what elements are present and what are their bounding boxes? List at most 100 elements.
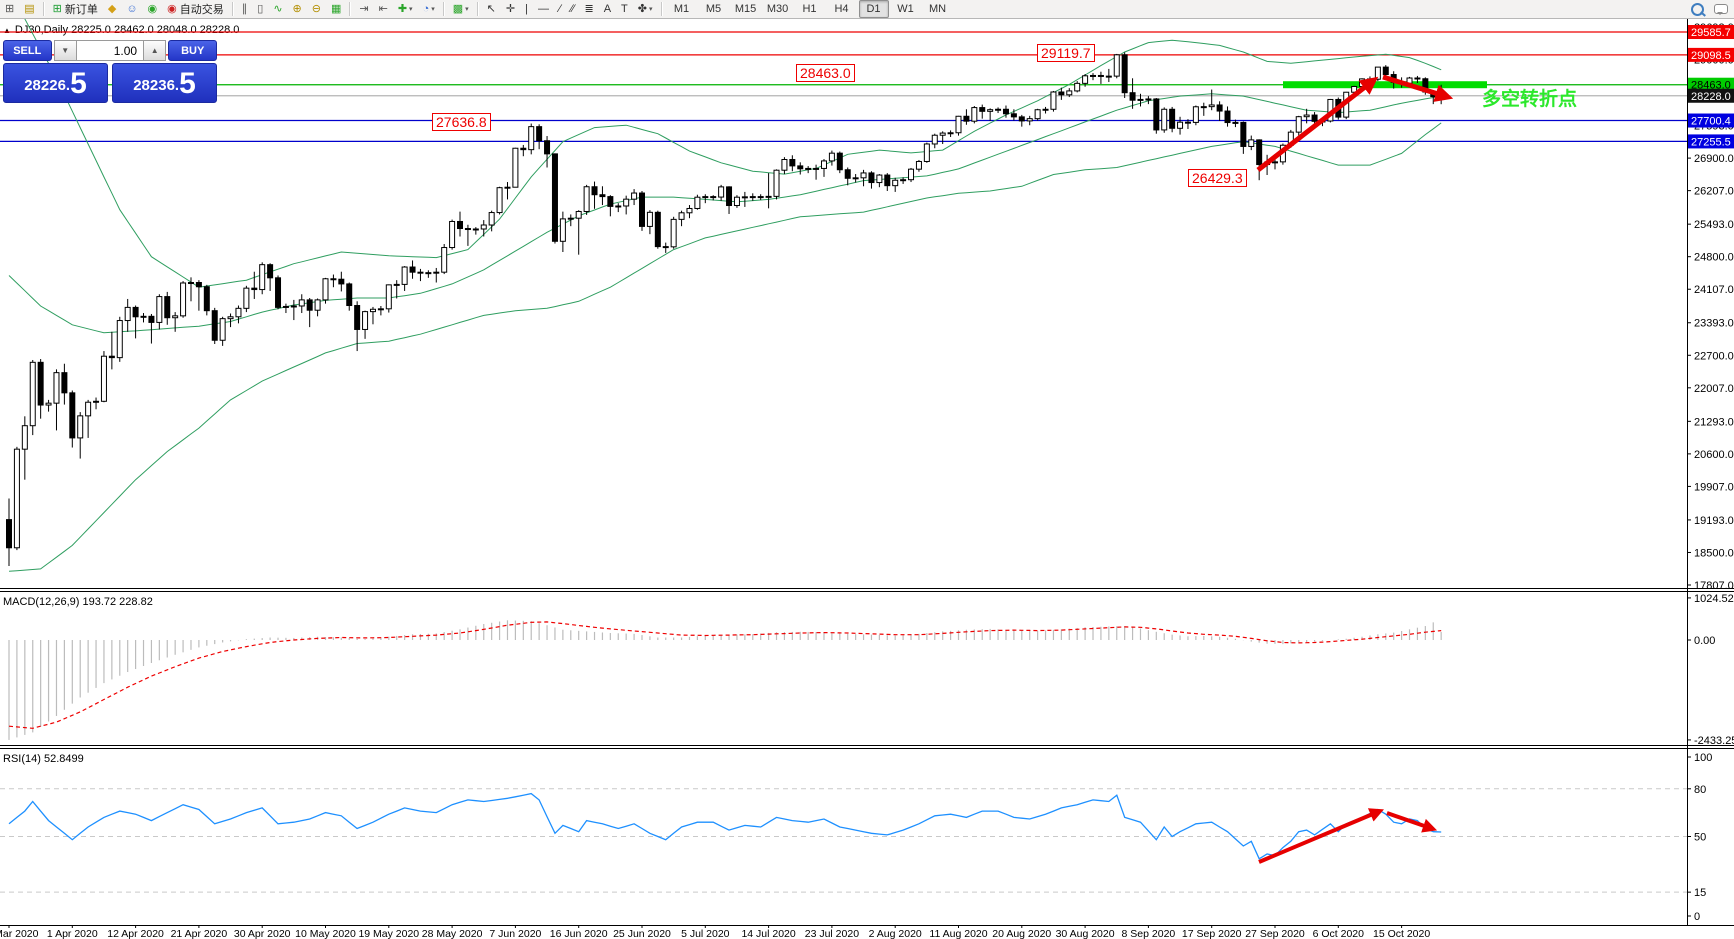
toolbar: ⊞ ▤ ⊞ 新订单 ◆ ☺ ◉ ◉ 自动交易 ∥ ▯ ∿ ⊕ ⊖ ▦ ⇥ ⇤ ✚ ▾ ◔ ▾ ▩ ▾ ↖ ✛ | — ∕ ∕∕ ≣ A T ✤ ▾… [0,0,1734,19]
annotation-low-26429[interactable]: 26429.3 [1188,169,1247,187]
crosshair-icon[interactable]: ✛ [502,0,519,18]
buy-price-big: 5 [179,67,196,100]
candle-chart-mode-icon[interactable]: ▯ [253,0,267,18]
sell-price-button[interactable]: 28226. 5 [3,63,108,103]
object-list-marker-icon[interactable]: ▲ [3,25,11,35]
chart-profile-icon: ▤ [24,3,35,15]
rsi-tick: 80 [1694,784,1706,796]
timeframe-mn-button[interactable]: MN [928,3,947,15]
price-flag-text: 29098.5 [1691,50,1731,62]
styles-bucket-icon[interactable]: ◆ [104,0,120,18]
price-tick: 24107.0 [1694,284,1734,296]
sell-price-main: 28226. [24,77,71,94]
price-flag-28228.0 [1688,88,1734,103]
zoom-in-icon[interactable]: ⊕ [289,0,306,18]
price-tick: 19907.0 [1694,481,1734,493]
periods-icon[interactable]: ◔ ▾ [419,0,439,18]
expert-profile-icon[interactable]: ☺ [122,0,141,18]
fibonacci-icon: ≣ [584,3,594,15]
chat-icon[interactable] [1714,4,1728,15]
indicators-icon-caret: ▾ [409,6,413,13]
indicators-icon[interactable]: ✚ ▾ [394,0,417,18]
rsi-tick: 15 [1694,887,1706,899]
sell-button[interactable]: SELL [3,40,52,61]
styles-bucket-icon: ◆ [107,3,117,15]
volume-input[interactable]: 1.00 [76,40,144,61]
label-icon[interactable]: T [617,0,632,18]
price-flag-29585.7 [1688,25,1734,40]
autotrade-button: ◉ [167,3,177,15]
cursor-icon: ↖ [486,3,496,15]
buy-button[interactable]: BUY [168,40,217,61]
tile-windows-icon[interactable]: ▦ [327,0,345,18]
fibonacci-icon[interactable]: ≣ [580,0,597,18]
bar-chart-mode-icon[interactable]: ∥ [238,0,252,18]
price-flag-text: 27255.5 [1691,136,1731,148]
label-icon: T [621,3,628,15]
trendline-icon[interactable]: ∕ [555,0,565,18]
autotrade-button[interactable]: ◉ 自动交易 [163,0,228,18]
date-tick: 1 Apr 2020 [47,928,98,939]
periods-icon-caret: ▾ [431,6,435,13]
price-trend-arrow-1[interactable] [1256,76,1379,172]
annotation-turning-point-text[interactable]: 多空转折点 [1482,89,1578,110]
rsi-trend-arrow-2[interactable] [1386,811,1438,833]
cursor-icon[interactable]: ↖ [483,0,500,18]
timeframe-m5-button[interactable]: M5 [705,3,722,15]
timeframe-w1-button[interactable]: W1 [897,3,914,15]
hline-icon: — [537,3,549,15]
macd-signal-line [8,621,1442,729]
auto-scroll-icon[interactable]: ⇥ [355,0,372,18]
chart-profile-icon[interactable]: ▤ [20,0,38,18]
buy-price-button[interactable]: 28236. 5 [112,63,217,103]
new-chart-icon[interactable]: ⊞ [1,0,18,18]
signal-icon: ◉ [147,3,158,15]
price-tick: 26900.0 [1694,153,1734,165]
volume-increase-button[interactable]: ▲ [143,40,167,61]
templates-icon: ▩ [452,3,464,15]
autotrade-button-label: 自动交易 [179,4,224,16]
arrows-icon[interactable]: ✤ ▾ [634,0,657,18]
templates-icon[interactable]: ▩ ▾ [449,0,473,18]
rsi-line [8,792,1442,860]
volume-decrease-button[interactable]: ▼ [53,40,77,61]
auto-scroll-icon: ⇥ [359,3,369,15]
macd-tick: -2433.25 [1694,735,1734,747]
chart-title: DJ30,Daily 28225.0 28462.0 28048.0 28228… [14,24,240,36]
annotation-resistance-28463[interactable]: 28463.0 [796,64,855,82]
date-tick: 5 Jul 2020 [681,928,730,939]
rsi-trend-arrow-1[interactable] [1258,808,1384,864]
price-tick: 20600.0 [1694,449,1734,461]
timeframe-d1-button[interactable]: D1 [858,0,889,18]
hline-icon[interactable]: — [534,0,553,18]
timeframe-h4-button[interactable]: H4 [834,3,849,15]
vline-icon[interactable]: | [521,0,532,18]
rsi-panel [0,788,1687,893]
date-tick: 14 Jul 2020 [741,928,795,939]
candle-chart-mode-icon: ▯ [257,3,264,15]
timeframe-h1-button[interactable]: H1 [802,3,817,15]
candlesticks [6,52,1445,566]
signal-icon[interactable]: ◉ [144,0,162,18]
timeframe-m15-button[interactable]: M15 [734,3,757,15]
zoom-out-icon[interactable]: ⊖ [308,0,325,18]
price-tick: 26207.0 [1694,186,1734,198]
date-tick: 17 Sep 2020 [1182,928,1242,939]
price-trend-arrow-2[interactable] [1382,74,1454,102]
new-order-button[interactable]: ⊞ 新订单 [49,0,102,18]
resistance-trendline-object[interactable] [1283,81,1487,89]
chart-shift-icon[interactable]: ⇤ [375,0,392,18]
annotation-high-29119[interactable]: 29119.7 [1037,44,1095,62]
search-icon[interactable] [1691,2,1704,16]
line-chart-mode-icon[interactable]: ∿ [269,0,286,18]
timeframe-m30-button[interactable]: M30 [766,3,789,15]
text-icon[interactable]: A [600,0,615,18]
date-tick: 11 Aug 2020 [929,928,987,939]
date-tick: 7 Jun 2020 [489,928,541,939]
price-tick: 19193.0 [1694,515,1734,527]
timeframe-m1-button[interactable]: M1 [673,3,690,15]
annotation-june-high-27636[interactable]: 27636.8 [432,113,491,131]
channel-icon[interactable]: ∕∕ [567,0,579,18]
